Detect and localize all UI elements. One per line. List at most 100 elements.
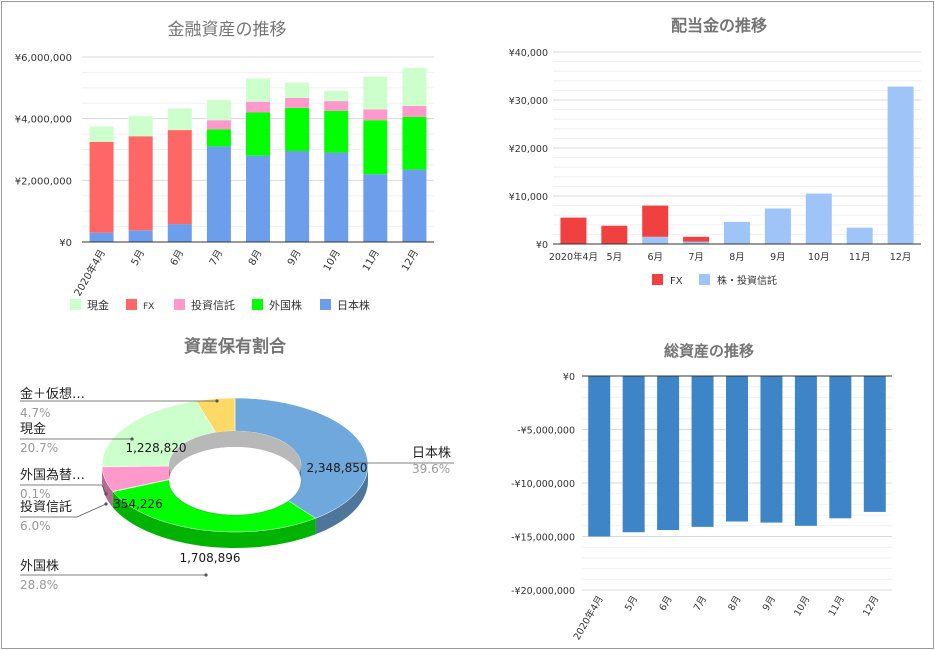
slice-name-label: 外国株 <box>20 559 59 574</box>
bar <box>657 376 680 531</box>
legend-label: 日本株 <box>337 298 370 312</box>
legend-label: 現金 <box>87 298 109 312</box>
bar-segment <box>805 193 832 244</box>
y-tick-label: ¥0 <box>536 240 548 251</box>
x-tick-label: 9月 <box>770 252 786 263</box>
slice-percent-label: 0.1% <box>20 487 51 501</box>
donut-side <box>102 466 113 508</box>
x-tick-label: 10月 <box>808 252 830 263</box>
bar-segment <box>887 86 914 244</box>
legend-label: 投資信託 <box>191 298 235 312</box>
y-tick-label: ¥0 <box>563 372 575 383</box>
legend-swatch <box>699 274 710 285</box>
x-tick-label: 11月 <box>849 252 871 263</box>
financial-assets-chart: 金融資産の推移 ¥0 ¥2,000,000 ¥4,000,000 ¥6,000,000… <box>15 20 434 312</box>
bar-segment <box>128 116 153 137</box>
bar-segment <box>324 90 349 102</box>
bar-segment <box>285 107 310 152</box>
donut-slice <box>234 397 369 519</box>
chart-title: 金融資産の推移 <box>168 20 287 40</box>
slice-value-label: 354,226 <box>113 497 163 511</box>
slice-value-label: 1,708,896 <box>179 551 240 565</box>
x-tick-label: 8月 <box>729 252 745 263</box>
x-tick-label: 11月 <box>827 594 847 618</box>
slice-percent-label: 28.8% <box>20 578 58 592</box>
x-tick-label: 12月 <box>399 248 421 274</box>
bar-segment <box>89 126 114 142</box>
donut-side <box>315 465 368 535</box>
y-tick-label: -¥15,000,000 <box>511 533 575 544</box>
bar-segment <box>402 116 427 170</box>
x-tick-label: 2020年4月 <box>71 247 108 298</box>
donut-hole-edge <box>168 480 302 516</box>
x-tick-label: 6月 <box>168 248 187 268</box>
slice-name-label: 日本株 <box>412 446 451 461</box>
slice-percent-label: 20.7% <box>20 441 58 455</box>
donut-side <box>113 491 316 548</box>
bar-segment <box>206 129 231 147</box>
leader-dot <box>130 437 134 441</box>
bar-segment <box>642 205 669 237</box>
bar-segment <box>128 136 153 231</box>
bar-segment <box>724 221 750 244</box>
total-assets-chart: 総資産の推移 ¥0 -¥5,000,000 -¥10,000,000 -¥15,000… <box>511 342 892 642</box>
asset-allocation-chart: 資産保有割合 2,348,850 1,708,896 354,226 1,228,82… <box>20 336 454 592</box>
leader-dot <box>104 492 108 496</box>
x-tick-label: 10月 <box>321 248 343 274</box>
slice-name-label: 金＋仮想… <box>20 386 85 402</box>
bar-segment <box>206 146 231 242</box>
bar <box>588 376 611 537</box>
x-tick-label: 5月 <box>607 252 623 263</box>
bar-segment <box>324 152 349 242</box>
leader-line <box>20 484 107 495</box>
bar <box>863 376 886 512</box>
slice-percent-label: 6.0% <box>20 519 51 533</box>
bar-segment <box>167 130 192 225</box>
x-tick-label: 6月 <box>657 594 674 613</box>
bar <box>622 376 645 533</box>
bar-segment <box>601 225 628 244</box>
x-tick-label: 11月 <box>360 248 382 274</box>
y-tick-label: ¥2,000,000 <box>15 176 72 187</box>
legend-swatch <box>320 299 331 310</box>
slice-percent-label: 39.6% <box>412 462 450 476</box>
bar <box>691 376 714 527</box>
legend-swatch <box>252 299 263 310</box>
x-tick-label: 7月 <box>692 594 709 613</box>
bar-segment <box>324 110 349 153</box>
y-tick-label: ¥30,000 <box>509 96 548 107</box>
x-tick-label: 12月 <box>890 252 912 263</box>
legend-label: FX <box>143 302 154 312</box>
bar-segment <box>363 109 388 121</box>
bar-segment <box>285 82 310 99</box>
bar <box>794 376 817 526</box>
y-tick-label: ¥0 <box>59 238 72 249</box>
bar-segment <box>402 169 427 242</box>
donut-hole-wall <box>169 431 301 481</box>
y-tick-label: ¥4,000,000 <box>15 115 72 126</box>
chart-title: 総資産の推移 <box>664 342 754 360</box>
slice-name-label: 投資信託 <box>20 499 72 515</box>
chart-title: 配当金の推移 <box>671 16 767 35</box>
y-tick-label: ¥20,000 <box>509 144 548 155</box>
legend-swatch <box>652 274 663 285</box>
leader-dot <box>204 573 208 577</box>
y-tick-label: -¥10,000,000 <box>511 479 575 490</box>
bar <box>760 376 783 523</box>
bar-segment <box>324 101 349 111</box>
bar-segment <box>206 100 231 121</box>
bar-segment <box>128 230 153 242</box>
bar <box>829 376 852 519</box>
x-tick-label: 8月 <box>726 594 743 613</box>
slice-name-label: 外国為替… <box>20 467 85 483</box>
bar-segment <box>402 68 427 106</box>
legend-label: FX <box>670 276 683 287</box>
legend-swatch <box>70 299 81 310</box>
bar-segment <box>363 120 388 175</box>
y-tick-label: ¥40,000 <box>509 48 548 59</box>
legend-label: 株・投資信託 <box>717 274 777 287</box>
bar-segment <box>89 232 114 242</box>
bar-segment <box>560 217 587 244</box>
bar-segment <box>206 120 231 130</box>
